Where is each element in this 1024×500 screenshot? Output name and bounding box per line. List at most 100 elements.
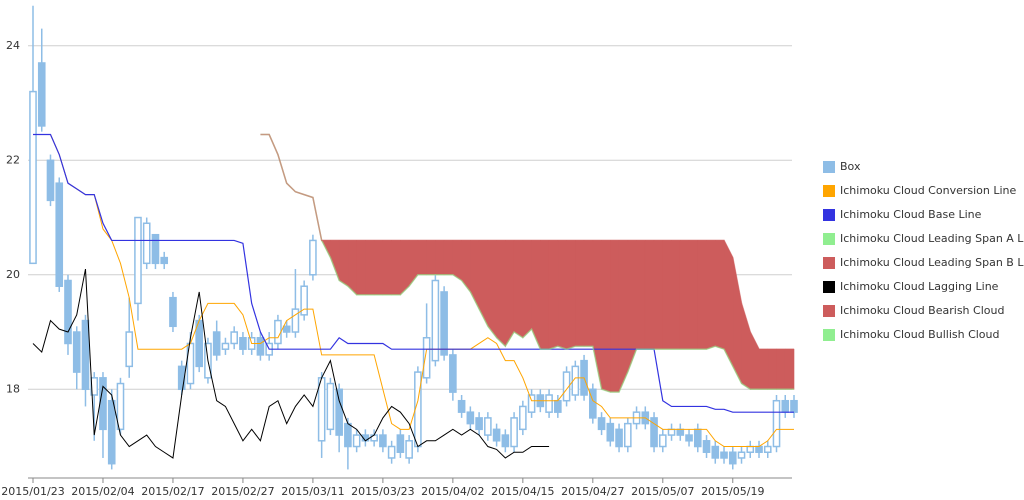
- candle-body: [562, 371, 571, 402]
- legend-swatch: [823, 305, 835, 317]
- candle-body: [763, 445, 772, 453]
- candle-body: [492, 428, 501, 442]
- cloud-segment: [417, 240, 427, 276]
- candle-body: [64, 279, 72, 345]
- line-series: [33, 133, 794, 413]
- cloud-segment: [496, 240, 506, 348]
- candle-body: [142, 222, 151, 265]
- cloud-segment: [723, 240, 734, 367]
- legend-label: Ichimoku Cloud Bullish Cloud: [840, 328, 1000, 341]
- cloud-segment: [356, 240, 366, 296]
- candle-body: [422, 336, 431, 379]
- candle-body: [309, 239, 317, 276]
- candle-body: [431, 279, 440, 362]
- y-tick-label: 18: [6, 382, 20, 395]
- legend-label: Box: [840, 160, 861, 173]
- candle-body: [466, 411, 475, 425]
- candle-body: [317, 377, 326, 442]
- candle-body: [99, 377, 107, 431]
- cloud-segment: [653, 240, 664, 350]
- x-tick-label: 2015/05/19: [701, 485, 764, 498]
- legend-swatch: [823, 185, 835, 197]
- candle-body: [291, 308, 300, 333]
- candle-body: [221, 342, 230, 350]
- candle-body: [46, 159, 55, 202]
- candle-body: [239, 336, 247, 350]
- legend-label: Ichimoku Cloud Leading Span A Line: [840, 232, 1024, 245]
- legend-label: Ichimoku Cloud Base Line: [840, 208, 982, 221]
- cloud-segment: [610, 240, 620, 393]
- candle-body: [72, 331, 81, 373]
- candle-body: [29, 90, 37, 265]
- cloud-segment: [784, 348, 795, 390]
- legend-swatch: [823, 329, 835, 341]
- candle-body: [510, 417, 518, 448]
- cloud-segment: [487, 240, 497, 339]
- candle-body: [457, 399, 466, 413]
- cloud-segment: [697, 240, 707, 350]
- y-tick-label: 20: [6, 268, 20, 281]
- candle-body: [335, 388, 343, 436]
- candle-body: [37, 62, 46, 127]
- candles: [29, 5, 798, 470]
- legend-swatch: [823, 257, 835, 269]
- candle-body: [606, 422, 615, 442]
- line-series: [260, 133, 794, 350]
- x-tick-label: 2015/02/17: [141, 485, 204, 498]
- candle-body: [352, 434, 361, 448]
- cloud-segment: [688, 240, 699, 350]
- x-tick-label: 2015/03/23: [351, 485, 414, 498]
- x-tick-label: 2015/04/02: [421, 485, 484, 498]
- x-tick-label: 2015/01/23: [1, 485, 64, 498]
- cloud-segment: [426, 240, 436, 276]
- candle-body: [728, 451, 737, 465]
- candle-body: [484, 417, 492, 436]
- x-tick-label: 2015/04/15: [491, 485, 554, 498]
- line-series: [33, 134, 794, 448]
- candle-body: [300, 285, 308, 316]
- candle-body: [676, 428, 685, 436]
- y-tick-label: 24: [6, 39, 20, 52]
- candle-body: [282, 325, 291, 333]
- candle-body: [623, 422, 632, 448]
- cloud-segment: [478, 240, 489, 327]
- cloud-segment: [338, 240, 349, 287]
- candle-body: [160, 256, 169, 265]
- cloud-segment: [461, 240, 471, 293]
- cloud-segment: [365, 240, 375, 296]
- candle-body: [772, 399, 781, 448]
- legend-label: Ichimoku Cloud Bearish Cloud: [840, 304, 1004, 317]
- candle-body: [790, 399, 798, 413]
- candle-body: [693, 428, 702, 448]
- legend-swatch: [823, 233, 835, 245]
- x-tick-label: 2015/02/27: [211, 485, 274, 498]
- candle-body: [737, 451, 746, 459]
- candle-body: [116, 382, 125, 431]
- cloud-segment: [662, 240, 672, 350]
- cloud-segment: [636, 240, 646, 350]
- cloud-segment: [671, 240, 681, 350]
- candle-body: [55, 182, 64, 287]
- cloud-segment: [575, 240, 585, 347]
- legend-label: Ichimoku Cloud Leading Span B Line: [840, 256, 1024, 269]
- cloud-segment: [382, 240, 392, 296]
- candle-body: [650, 417, 658, 448]
- cloud-segment: [548, 240, 559, 350]
- cloud-segment: [513, 240, 524, 339]
- candle-body: [440, 291, 448, 356]
- cloud-segment: [644, 240, 655, 350]
- legend-swatch: [823, 209, 835, 221]
- candle-body: [212, 331, 221, 356]
- cloud-segment: [391, 240, 401, 296]
- candle-body: [711, 445, 720, 459]
- cloud-segment: [540, 240, 550, 350]
- cloud-segment: [758, 348, 769, 390]
- cloud: [321, 240, 795, 393]
- legend-swatch: [823, 281, 835, 293]
- candle-body: [134, 216, 142, 305]
- candle-body: [151, 233, 160, 265]
- cloud-segment: [566, 240, 576, 350]
- cloud-segment: [443, 240, 454, 276]
- candle-body: [685, 434, 693, 442]
- candle-body: [519, 405, 527, 431]
